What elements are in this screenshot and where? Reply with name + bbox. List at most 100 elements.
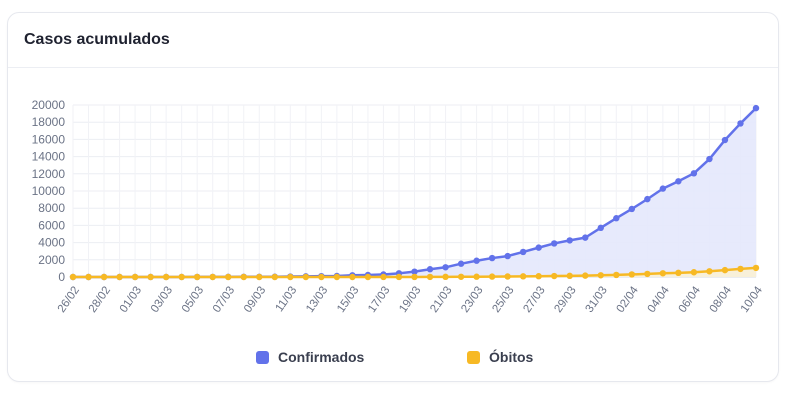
data-point-obitos: [209, 273, 216, 281]
data-point-obitos: [737, 265, 744, 273]
data-point-obitos: [442, 273, 449, 281]
data-point-confirmados: [628, 205, 636, 213]
data-point-obitos: [100, 273, 108, 281]
x-tick-label: 23/03: [459, 284, 485, 314]
data-point-obitos: [116, 273, 123, 281]
data-point-obitos: [659, 270, 667, 277]
x-tick-label: 19/03: [397, 284, 423, 314]
data-point-obitos: [162, 273, 170, 281]
card-header: Casos acumulados: [8, 13, 778, 68]
data-point-obitos: [488, 273, 496, 280]
data-point-obitos: [473, 273, 480, 280]
data-point-confirmados: [613, 215, 620, 222]
data-point-obitos: [240, 273, 247, 281]
data-point-obitos: [426, 273, 434, 281]
x-tick-label: 17/03: [366, 284, 392, 314]
data-point-obitos: [535, 273, 542, 280]
data-point-confirmados: [519, 248, 527, 256]
card-title: Casos acumulados: [24, 31, 170, 48]
data-point-obitos: [613, 271, 620, 279]
data-point-obitos: [225, 273, 232, 281]
x-tick-label: 09/03: [242, 284, 268, 314]
y-tick-label: 14000: [32, 150, 66, 164]
data-point-obitos: [349, 273, 356, 281]
data-point-confirmados: [690, 170, 698, 177]
y-tick-label: 4000: [38, 236, 65, 250]
data-point-confirmados: [535, 244, 542, 251]
data-point-obitos: [271, 273, 278, 281]
data-point-confirmados: [752, 104, 760, 112]
x-tick-label: 06/04: [677, 284, 704, 315]
data-point-obitos: [457, 273, 465, 280]
data-point-obitos: [504, 273, 511, 280]
x-tick-label: 28/02: [87, 284, 113, 314]
x-tick-label: 31/03: [583, 284, 609, 314]
data-point-obitos: [147, 273, 154, 281]
data-point-confirmados: [551, 240, 558, 247]
data-point-obitos: [287, 273, 294, 281]
data-point-obitos: [675, 269, 682, 277]
data-point-obitos: [706, 268, 713, 275]
y-tick-label: 0: [58, 270, 65, 284]
data-point-confirmados: [597, 224, 604, 232]
data-point-obitos: [69, 273, 77, 281]
data-point-obitos: [364, 273, 372, 281]
data-point-obitos: [85, 273, 92, 281]
data-point-obitos: [193, 273, 201, 281]
data-point-obitos: [644, 270, 651, 278]
x-tick-label: 04/04: [646, 284, 673, 315]
data-point-obitos: [178, 273, 185, 281]
data-point-obitos: [131, 273, 139, 281]
data-point-confirmados: [457, 260, 465, 267]
data-point-obitos: [318, 273, 325, 281]
y-tick-label: 6000: [38, 218, 65, 232]
series-area-confirmados: [73, 108, 756, 278]
legend-label-confirmados: Confirmados: [278, 349, 365, 365]
data-point-confirmados: [473, 257, 480, 264]
x-tick-label: 26/02: [56, 284, 82, 314]
y-tick-label: 10000: [32, 184, 66, 198]
data-point-obitos: [302, 273, 310, 281]
x-tick-label: 29/03: [552, 284, 578, 314]
data-point-confirmados: [582, 234, 589, 241]
y-tick-label: 2000: [38, 253, 65, 267]
data-point-obitos: [551, 272, 558, 280]
data-point-confirmados: [706, 155, 713, 163]
x-tick-label: 05/03: [180, 284, 206, 314]
x-tick-label: 11/03: [274, 284, 300, 314]
x-tick-label: 02/04: [615, 284, 642, 315]
data-point-confirmados: [411, 268, 418, 275]
y-tick-label: 20000: [32, 98, 66, 112]
data-point-obitos: [411, 273, 418, 281]
y-tick-label: 16000: [32, 132, 66, 146]
data-point-confirmados: [426, 266, 434, 273]
data-point-obitos: [752, 264, 760, 272]
data-point-confirmados: [737, 120, 744, 127]
data-point-confirmados: [675, 178, 682, 185]
data-point-confirmados: [721, 136, 729, 144]
x-tick-label: 13/03: [304, 284, 330, 314]
x-tick-label: 08/04: [708, 284, 735, 315]
y-tick-label: 8000: [38, 201, 65, 215]
data-point-confirmados: [659, 185, 667, 192]
data-point-obitos: [690, 269, 698, 276]
data-point-confirmados: [442, 264, 449, 271]
x-tick-label: 10/04: [739, 284, 766, 315]
data-point-confirmados: [644, 195, 651, 203]
data-point-obitos: [721, 266, 729, 274]
x-tick-label: 27/03: [521, 284, 547, 314]
y-tick-label: 18000: [32, 115, 66, 129]
data-point-obitos: [597, 272, 604, 279]
data-point-obitos: [628, 271, 636, 278]
data-point-confirmados: [566, 237, 573, 244]
data-point-obitos: [566, 272, 573, 280]
data-point-obitos: [582, 272, 589, 279]
x-tick-label: 15/03: [335, 284, 361, 314]
x-tick-label: 25/03: [490, 284, 516, 314]
y-tick-label: 12000: [32, 167, 66, 181]
x-tick-label: 07/03: [211, 284, 237, 314]
data-point-obitos: [519, 273, 527, 280]
x-tick-label: 03/03: [149, 284, 175, 314]
legend-label-obitos: Óbitos: [489, 348, 534, 365]
